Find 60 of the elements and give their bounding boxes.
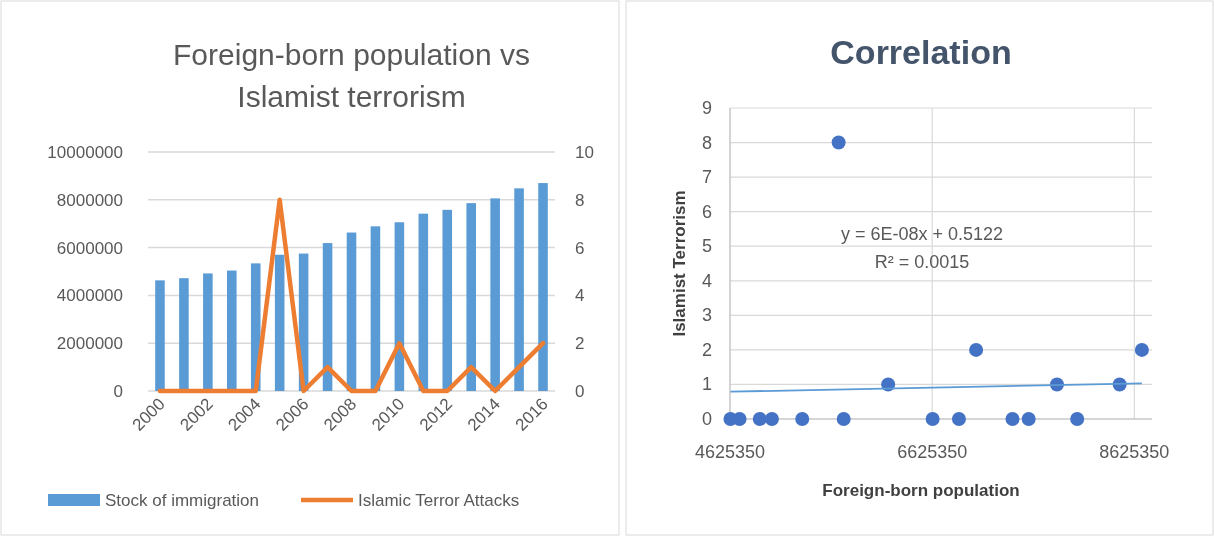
y-tick-label: 3 [701, 305, 712, 326]
y-tick-label: 5 [701, 236, 712, 257]
point [764, 412, 779, 426]
y-tick-label: 4000000 [56, 286, 123, 306]
y-tick-label: 4 [701, 270, 712, 291]
bar [322, 243, 333, 391]
annotation: y = 6E-08x + 0.5122 [840, 224, 1004, 244]
point [1005, 412, 1020, 426]
point [969, 342, 984, 357]
bar [442, 209, 453, 391]
point [1021, 412, 1036, 426]
bar [370, 226, 381, 391]
y-tick-label: 10000000 [47, 143, 123, 162]
y-axis-title: Islamist Terrorism [670, 190, 689, 337]
y2-tick-label: 2 [575, 334, 585, 354]
bar [227, 270, 237, 391]
y-tick-label: 0 [701, 409, 712, 429]
y-tick-label: 8000000 [56, 190, 123, 210]
x-tick-label: 4625350 [694, 442, 766, 462]
x-tick-label: 8625350 [1099, 442, 1170, 462]
chart-title: Correlation [830, 33, 1012, 71]
x-tick-label: 6625350 [897, 442, 968, 462]
y-tick-label: 6000000 [56, 238, 123, 258]
x-axis-title: Foreign-born population [822, 481, 1020, 500]
point [836, 412, 851, 426]
bar [466, 203, 476, 391]
point [752, 412, 767, 426]
legend-label: Stock of immigration [105, 491, 259, 510]
y2-tick-label: 8 [575, 190, 585, 210]
y-tick-label: 2 [701, 339, 712, 360]
y-tick-label: 1 [701, 374, 712, 395]
point [951, 412, 966, 426]
y-tick-label: 8 [701, 132, 712, 153]
y-tick-label: 0 [113, 382, 123, 401]
annotation: R² = 0.0015 [874, 252, 970, 272]
bar [418, 213, 429, 391]
bar [346, 232, 357, 391]
bar [490, 198, 500, 391]
bar [538, 183, 548, 391]
y2-tick-label: 6 [575, 238, 585, 258]
bar [274, 254, 285, 391]
y2-tick-label: 4 [575, 286, 585, 306]
point [925, 412, 940, 426]
bar [203, 273, 213, 391]
legend-label: Islamic Terror Attacks [358, 491, 520, 510]
y-tick-label: 2000000 [56, 334, 123, 354]
y2-tick-label: 0 [575, 382, 585, 401]
bar [514, 188, 524, 391]
y2-tick-label: 10 [575, 143, 594, 162]
bar [179, 278, 189, 391]
point [1070, 412, 1085, 426]
point [1134, 342, 1149, 357]
line-series [157, 197, 546, 394]
y-tick-label: 6 [701, 201, 712, 222]
point [831, 135, 846, 150]
point [795, 412, 810, 426]
chart-title: Foreign-born population vs Islamist terrorism [173, 38, 530, 113]
y-tick-label: 9 [701, 98, 712, 118]
y-tick-label: 7 [701, 167, 712, 188]
bar [155, 280, 165, 391]
